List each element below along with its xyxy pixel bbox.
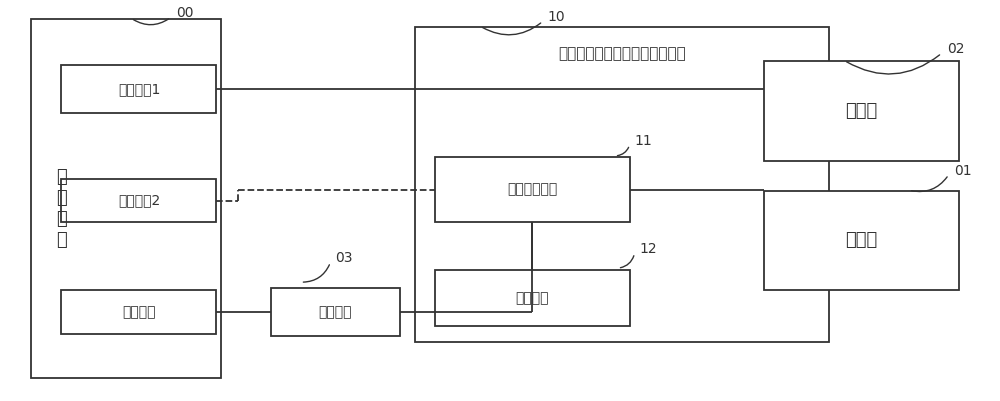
Text: 移动终端的麦克风故障处理装置: 移动终端的麦克风故障处理装置 bbox=[558, 46, 686, 61]
Bar bbox=[415, 27, 829, 342]
Bar bbox=[271, 288, 400, 336]
Text: 控制单元: 控制单元 bbox=[515, 291, 549, 305]
Text: 03: 03 bbox=[335, 251, 353, 265]
Text: 编
译
码
器: 编 译 码 器 bbox=[56, 168, 67, 249]
Text: 12: 12 bbox=[640, 242, 657, 256]
Bar bbox=[435, 157, 630, 223]
Bar bbox=[61, 178, 216, 223]
Bar bbox=[764, 61, 959, 161]
Text: 10: 10 bbox=[548, 10, 565, 24]
Text: 02: 02 bbox=[947, 42, 964, 56]
Text: 输入接口2: 输入接口2 bbox=[118, 194, 160, 207]
Text: 麦克风: 麦克风 bbox=[845, 102, 877, 120]
Bar bbox=[435, 270, 630, 326]
Bar bbox=[764, 190, 959, 290]
Text: 功放单元: 功放单元 bbox=[319, 305, 352, 319]
Text: 01: 01 bbox=[954, 164, 971, 178]
Text: 输出接口: 输出接口 bbox=[122, 305, 156, 319]
Bar bbox=[31, 19, 221, 378]
Bar bbox=[61, 65, 216, 113]
Text: 通路切换单元: 通路切换单元 bbox=[507, 182, 557, 196]
Text: 扬声器: 扬声器 bbox=[845, 231, 877, 249]
Text: 00: 00 bbox=[176, 6, 193, 20]
Text: 11: 11 bbox=[635, 134, 652, 148]
Bar bbox=[61, 290, 216, 334]
Text: 输入接口1: 输入接口1 bbox=[118, 82, 160, 96]
